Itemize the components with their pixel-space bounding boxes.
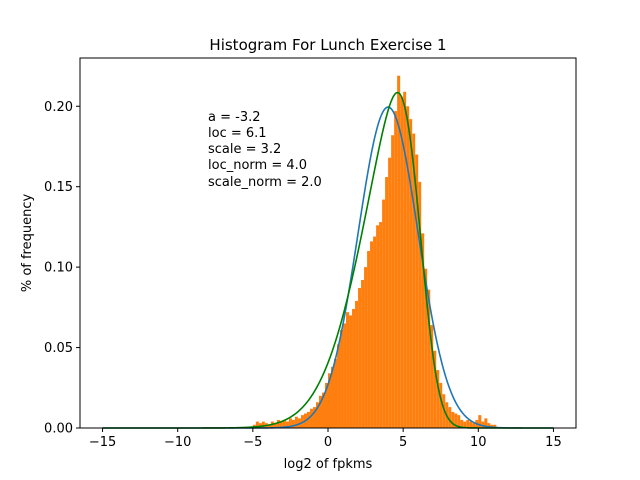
annotation-a: a = -3.2 <box>208 110 261 125</box>
fit-parameters-annotation: a = -3.2 loc = 6.1 scale = 3.2 loc_norm … <box>208 110 322 190</box>
histogram-bar <box>315 402 319 428</box>
histogram-bar <box>324 382 328 428</box>
histogram-bar <box>346 312 350 428</box>
histogram-bar <box>282 419 286 428</box>
y-tick-label: 0.20 <box>44 100 73 115</box>
annotation-scale-norm: scale_norm = 2.0 <box>208 175 322 190</box>
histogram-bar <box>394 111 398 428</box>
x-axis-ticks: −15 −10 −5 0 5 10 15 <box>89 428 562 450</box>
histogram-bar <box>388 157 392 429</box>
histogram-bar <box>358 288 362 428</box>
histogram-bar <box>382 199 386 428</box>
histogram-bar <box>433 350 437 428</box>
histogram-bar <box>484 418 488 428</box>
histogram-bar <box>376 225 380 428</box>
histogram-bar <box>412 133 416 429</box>
histogram-bar <box>331 366 335 428</box>
histogram-bar <box>439 382 443 428</box>
x-tick-label: 0 <box>324 435 332 450</box>
histogram-bar <box>312 407 316 428</box>
histogram-bar <box>340 329 344 428</box>
annotation-scale: scale = 3.2 <box>208 142 281 157</box>
histogram-bar <box>279 421 283 428</box>
histogram-bar <box>427 289 431 428</box>
histogram-bar <box>436 370 440 428</box>
histogram-bar <box>343 323 347 428</box>
histogram-bar <box>355 300 359 428</box>
histogram-bar <box>370 241 374 428</box>
histogram-bars <box>252 75 497 429</box>
x-tick-label: −5 <box>243 435 262 450</box>
histogram-bar <box>451 411 455 428</box>
histogram-bar <box>379 222 383 428</box>
histogram-bar <box>448 407 452 428</box>
histogram-bar <box>285 421 289 428</box>
histogram-bar <box>267 424 271 428</box>
y-tick-label: 0.05 <box>44 341 73 356</box>
histogram-bar <box>454 413 458 428</box>
annotation-loc-norm: loc_norm = 4.0 <box>208 158 307 173</box>
histogram-bar <box>328 373 332 428</box>
histogram-bar <box>466 419 470 428</box>
x-tick-label: 10 <box>470 435 487 450</box>
histogram-bar <box>463 421 467 428</box>
histogram-bar <box>321 392 325 428</box>
histogram-bar <box>400 96 404 429</box>
x-axis-label: log2 of fpkms <box>284 457 373 472</box>
histogram-bar <box>334 358 338 428</box>
histogram-bar <box>415 154 419 428</box>
annotation-loc: loc = 6.1 <box>208 126 267 141</box>
histogram-bar <box>472 423 476 428</box>
histogram-bar <box>418 181 422 428</box>
y-axis-label: % of frequency <box>20 194 35 293</box>
histogram-bar <box>397 75 401 428</box>
histogram-bar <box>469 421 473 428</box>
histogram-bar <box>406 106 410 428</box>
histogram-bar <box>318 395 322 428</box>
histogram-bar <box>261 421 265 428</box>
y-tick-label: 0.15 <box>44 180 73 195</box>
histogram-bar <box>424 268 428 428</box>
histogram-bar <box>373 236 377 428</box>
histogram-bar <box>291 419 295 428</box>
histogram-bar <box>487 423 491 428</box>
histogram-bar <box>352 308 356 428</box>
x-tick-label: −10 <box>164 435 191 450</box>
histogram-bar <box>442 394 446 428</box>
chart-title: Histogram For Lunch Exercise 1 <box>209 36 446 54</box>
histogram-bar <box>478 415 482 428</box>
histogram-bar <box>403 91 407 428</box>
histogram-bar <box>306 411 310 428</box>
histogram-bar <box>457 415 461 428</box>
y-tick-label: 0.00 <box>44 422 73 437</box>
histogram-bar <box>349 315 353 428</box>
histogram-bar <box>493 424 497 428</box>
histogram-bar <box>481 421 485 428</box>
histogram-bar <box>294 416 298 428</box>
histogram-bar <box>385 177 389 428</box>
histogram-bar <box>460 419 464 428</box>
histogram-bar <box>255 421 259 428</box>
x-tick-label: 15 <box>545 435 562 450</box>
histogram-bar <box>430 325 434 428</box>
histogram-bar <box>337 344 341 428</box>
y-tick-label: 0.10 <box>44 261 73 276</box>
histogram-bar <box>364 267 368 428</box>
x-tick-label: 5 <box>399 435 407 450</box>
histogram-bar <box>309 408 313 428</box>
x-tick-label: −15 <box>89 435 116 450</box>
histogram-bar <box>273 423 277 428</box>
histogram-bar <box>391 135 395 428</box>
histogram-bar <box>367 251 371 428</box>
histogram-bar <box>288 418 292 428</box>
y-axis-ticks: 0.00 0.05 0.10 0.15 0.20 <box>44 100 80 437</box>
histogram-bar <box>409 119 413 428</box>
histogram-bar <box>276 419 280 428</box>
histogram-bar <box>421 233 425 428</box>
histogram-bar <box>361 280 365 428</box>
